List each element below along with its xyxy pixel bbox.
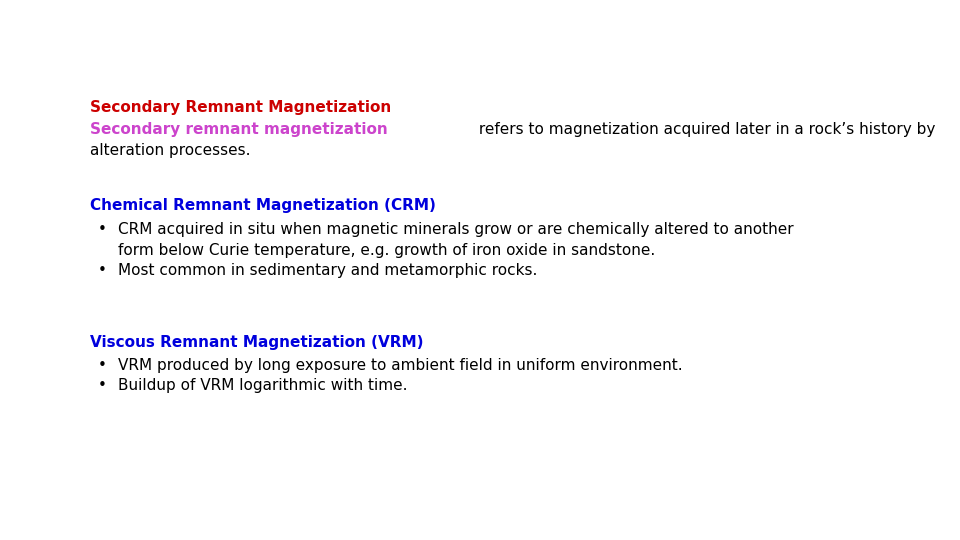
Text: refers to magnetization acquired later in a rock’s history by: refers to magnetization acquired later i… bbox=[474, 122, 936, 137]
Text: Buildup of VRM logarithmic with time.: Buildup of VRM logarithmic with time. bbox=[118, 378, 407, 393]
Text: •: • bbox=[98, 263, 107, 278]
Text: •: • bbox=[98, 222, 107, 237]
Text: Most common in sedimentary and metamorphic rocks.: Most common in sedimentary and metamorph… bbox=[118, 263, 538, 278]
Text: Secondary remnant magnetization: Secondary remnant magnetization bbox=[90, 122, 388, 137]
Text: VRM produced by long exposure to ambient field in uniform environment.: VRM produced by long exposure to ambient… bbox=[118, 358, 683, 373]
Text: •: • bbox=[98, 378, 107, 393]
Text: alteration processes.: alteration processes. bbox=[90, 143, 251, 158]
Text: CRM acquired in situ when magnetic minerals grow or are chemically altered to an: CRM acquired in situ when magnetic miner… bbox=[118, 222, 794, 237]
Text: Viscous Remnant Magnetization (VRM): Viscous Remnant Magnetization (VRM) bbox=[90, 335, 423, 350]
Text: Secondary Remnant Magnetization: Secondary Remnant Magnetization bbox=[90, 100, 392, 115]
Text: Chemical Remnant Magnetization (CRM): Chemical Remnant Magnetization (CRM) bbox=[90, 198, 436, 213]
Text: form below Curie temperature, e.g. growth of iron oxide in sandstone.: form below Curie temperature, e.g. growt… bbox=[118, 243, 656, 258]
Text: •: • bbox=[98, 358, 107, 373]
